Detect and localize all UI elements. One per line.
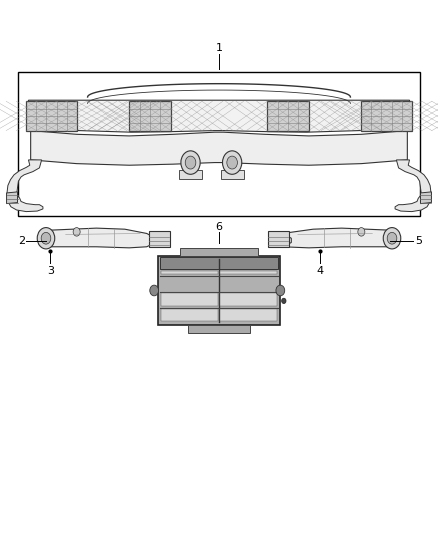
Text: 6: 6: [215, 222, 223, 231]
Bar: [160, 257, 278, 269]
Polygon shape: [420, 192, 431, 204]
Circle shape: [185, 156, 196, 169]
Bar: [180, 248, 258, 256]
Bar: [149, 231, 170, 247]
Bar: [158, 256, 280, 325]
Text: 2: 2: [18, 236, 25, 246]
Circle shape: [358, 228, 365, 236]
Polygon shape: [28, 100, 410, 132]
Text: 3: 3: [47, 266, 54, 276]
Circle shape: [73, 228, 80, 236]
Bar: [26, 101, 77, 131]
Circle shape: [276, 285, 285, 296]
Bar: [161, 309, 218, 321]
Bar: [18, 72, 420, 216]
Bar: [161, 271, 218, 274]
Circle shape: [282, 298, 286, 304]
Circle shape: [383, 228, 401, 249]
Circle shape: [387, 232, 397, 244]
Circle shape: [181, 151, 200, 174]
Bar: [220, 271, 277, 274]
Circle shape: [227, 156, 237, 169]
Bar: [221, 169, 244, 179]
Bar: [220, 309, 277, 321]
Text: 1: 1: [215, 43, 223, 53]
Polygon shape: [7, 160, 43, 212]
Bar: [161, 293, 218, 306]
Polygon shape: [31, 131, 407, 165]
Bar: [220, 293, 277, 306]
Polygon shape: [395, 160, 431, 212]
Bar: [188, 325, 250, 333]
Bar: [268, 231, 289, 247]
Bar: [267, 101, 309, 131]
Circle shape: [223, 151, 242, 174]
Circle shape: [150, 285, 159, 296]
Bar: [361, 101, 412, 131]
Bar: [129, 101, 171, 131]
Bar: [179, 169, 202, 179]
Text: 5: 5: [415, 236, 422, 246]
Circle shape: [37, 228, 55, 249]
Polygon shape: [48, 228, 155, 248]
Text: 4: 4: [316, 266, 323, 276]
Polygon shape: [283, 228, 392, 248]
Circle shape: [41, 232, 51, 244]
Polygon shape: [7, 192, 18, 204]
